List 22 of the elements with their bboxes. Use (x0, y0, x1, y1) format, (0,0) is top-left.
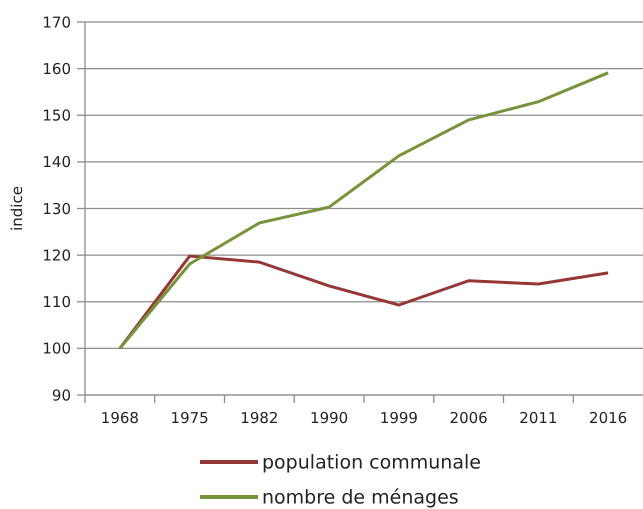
legend-label: population communale (262, 452, 481, 474)
x-tick-label: 1982 (240, 409, 278, 427)
x-tick-label: 1968 (100, 409, 139, 427)
x-tick-label: 1999 (380, 409, 418, 427)
legend-label: nombre de ménages (262, 486, 459, 509)
x-tick-label: 2006 (450, 409, 488, 427)
line-series (118, 71, 610, 350)
x-tick-label: 1990 (310, 409, 348, 427)
x-tick-label: 1975 (170, 409, 209, 427)
y-tick-label: 110 (42, 293, 71, 311)
y-tick-label: 140 (42, 153, 71, 172)
x-tick-label: 2011 (519, 409, 558, 427)
y-tick-label: 150 (42, 106, 71, 124)
y-tick-label: 130 (42, 200, 71, 218)
y-axis-title: indice (8, 186, 26, 231)
x-tick-label: 2016 (589, 409, 628, 427)
y-tick-label: 100 (42, 340, 71, 358)
line-series (118, 254, 610, 350)
y-tick-label: 170 (42, 13, 71, 32)
y-tick-label: 160 (42, 60, 71, 78)
y-tick-label: 90 (52, 386, 71, 404)
y-tick-label: 120 (42, 246, 71, 264)
